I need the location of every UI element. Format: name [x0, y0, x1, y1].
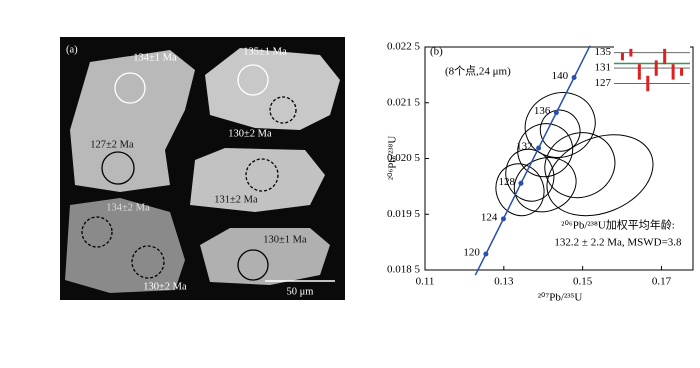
age-marker	[483, 251, 489, 257]
y-tick-label: 0.018 5	[387, 264, 421, 276]
age-label: 140	[552, 70, 569, 82]
spot	[245, 158, 279, 192]
error-ellipse	[539, 109, 581, 152]
spot	[269, 96, 297, 124]
age-label: 128	[498, 176, 515, 188]
spot	[81, 216, 113, 248]
spot	[237, 249, 269, 281]
spot	[131, 245, 165, 279]
inset-background	[614, 45, 690, 95]
age-marker	[571, 74, 577, 80]
y-axis-label: ²⁰⁶Pb/²³⁸U	[387, 136, 399, 181]
inset-bar	[646, 75, 650, 92]
error-ellipse	[495, 163, 545, 217]
grain	[205, 48, 340, 130]
inset-bar	[663, 48, 667, 65]
y-tick-label: 0.022 5	[387, 41, 421, 53]
age-label: 134±1 Ma	[133, 52, 177, 63]
y-tick-label: 0.020 5	[387, 152, 421, 164]
inset-bar	[671, 64, 675, 80]
y-tick-label: 0.021 5	[387, 96, 421, 108]
x-tick-label: 0.17	[652, 276, 672, 288]
inset-tick-label: 135	[595, 46, 612, 58]
age-label: 134±2 Ma	[106, 202, 150, 213]
panel-label: (b)	[430, 46, 443, 58]
inset-tick-label: 131	[595, 62, 612, 74]
grain	[65, 198, 185, 293]
annotation: ²⁰⁶Pb/²³⁸U加权平均年龄:	[561, 218, 675, 232]
grain	[190, 148, 325, 212]
inset-tick-label: 127	[595, 77, 612, 89]
age-label: 127±2 Ma	[90, 139, 134, 150]
error-ellipse	[513, 157, 577, 213]
error-ellipse	[524, 92, 596, 158]
spot	[114, 72, 146, 104]
inset-bar	[620, 52, 624, 61]
x-tick-label: 0.15	[573, 276, 593, 288]
age-label: 130±2 Ma	[143, 281, 187, 292]
zircon-grains	[65, 48, 340, 293]
x-tick-label: 0.11	[416, 276, 435, 288]
scale-label: 50 μm	[287, 286, 314, 297]
panel-label: (a)	[66, 44, 78, 55]
error-ellipse	[544, 132, 616, 199]
age-marker	[536, 145, 542, 151]
inset-bar	[637, 64, 641, 80]
y-tick-label: 0.019 5	[387, 208, 421, 220]
age-marker	[553, 110, 559, 116]
age-label: 131±2 Ma	[214, 194, 258, 205]
x-tick-label: 0.13	[494, 276, 514, 288]
error-ellipse	[505, 148, 555, 202]
age-label: 130±2 Ma	[228, 128, 272, 139]
concordia-curve	[485, 77, 575, 255]
age-marker	[518, 180, 524, 186]
age-label: 136	[534, 105, 551, 117]
age-label: 132	[516, 141, 533, 153]
grain	[70, 50, 195, 192]
age-label: 135±1 Ma	[243, 46, 287, 57]
age-label: 124	[481, 211, 498, 223]
concordia-extension	[474, 253, 487, 276]
inset-bar	[629, 48, 633, 57]
age-label: 120	[463, 247, 480, 259]
age-label: 130±1 Ma	[263, 234, 307, 245]
x-axis-label: ²⁰⁷Pb/²³⁵U	[538, 292, 583, 304]
spot	[237, 64, 269, 96]
spot	[101, 151, 135, 185]
annotation: (8个点,24 μm)	[445, 65, 511, 78]
error-ellipse	[517, 123, 574, 178]
annotation: 132.2 ± 2.2 Ma, MSWD=3.8	[554, 237, 682, 249]
inset-bar	[654, 60, 658, 76]
inset-bar	[680, 68, 684, 76]
age-marker	[500, 216, 506, 222]
spots	[81, 64, 297, 281]
error-ellipse	[546, 134, 654, 217]
concordia-extension	[573, 45, 591, 78]
